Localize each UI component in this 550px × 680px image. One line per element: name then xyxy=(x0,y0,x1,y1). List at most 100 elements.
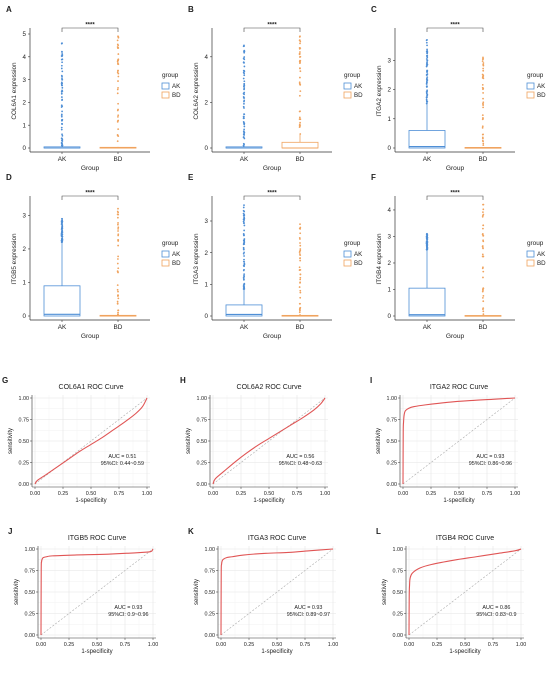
legend-swatch-bd xyxy=(526,91,535,99)
outlier-point xyxy=(426,55,429,58)
outlier-point xyxy=(117,222,119,224)
outlier-point xyxy=(299,90,302,93)
outlier-point xyxy=(299,281,301,284)
x-axis-label: 1-specificity xyxy=(75,498,106,504)
reference-diagonal xyxy=(212,397,326,485)
outlier-point xyxy=(243,282,246,285)
outlier-point xyxy=(481,139,484,142)
significance-label: **** xyxy=(85,191,95,197)
legend: group AK BD xyxy=(526,240,546,267)
outlier-point xyxy=(482,106,485,109)
x-tick-label: 1.00 xyxy=(510,491,521,497)
outlier-point xyxy=(60,106,63,108)
box-ak xyxy=(43,42,81,149)
outlier-point xyxy=(482,92,484,94)
outlier-point xyxy=(425,58,428,60)
outlier-point xyxy=(117,35,119,38)
y-tick-label: 0.75 xyxy=(19,417,30,423)
x-tick-label: AK xyxy=(423,156,432,163)
x-tick-label: BD xyxy=(479,324,488,331)
outlier-point xyxy=(299,242,301,244)
legend-entry: BD xyxy=(354,92,363,99)
outlier-point xyxy=(482,307,485,309)
outlier-point xyxy=(243,143,245,146)
outlier-point xyxy=(117,211,120,214)
panel-letter: A xyxy=(6,5,12,14)
outlier-point xyxy=(481,296,484,299)
reference-diagonal xyxy=(402,397,516,485)
x-tick-label: 1.00 xyxy=(148,642,159,648)
outlier-point xyxy=(425,41,428,44)
outlier-point xyxy=(61,110,63,113)
y-tick-label: 0.25 xyxy=(25,611,36,617)
outlier-point xyxy=(243,107,245,109)
y-tick-label: 4 xyxy=(23,54,27,61)
legend-swatch-ak xyxy=(343,82,352,90)
outlier-point xyxy=(117,297,120,300)
y-tick-label: 0 xyxy=(205,145,209,152)
outlier-point xyxy=(298,237,301,239)
panel-letter: D xyxy=(6,173,12,182)
x-tick-label: 0.25 xyxy=(58,491,69,497)
box-ak xyxy=(225,204,263,317)
outlier-point xyxy=(60,126,63,129)
auc-label: AUC = 0.56 xyxy=(286,454,314,460)
outlier-point xyxy=(243,229,246,232)
box-bd xyxy=(281,35,319,149)
outlier-point xyxy=(243,83,246,86)
x-axis-label: Group xyxy=(446,333,465,340)
outlier-point xyxy=(482,69,485,72)
outlier-point xyxy=(242,57,245,60)
outlier-point xyxy=(242,61,245,64)
x-tick-label: 0.25 xyxy=(426,491,437,497)
outlier-point xyxy=(60,74,63,77)
outlier-point xyxy=(242,233,245,235)
outlier-point xyxy=(117,80,119,82)
panel-letter: G xyxy=(2,376,8,385)
outlier-point xyxy=(425,102,428,105)
outlier-point xyxy=(243,234,245,237)
panel-letter: B xyxy=(188,5,194,14)
y-tick-label: 0.50 xyxy=(19,439,30,445)
outlier-point xyxy=(117,102,119,105)
outlier-point xyxy=(117,271,119,274)
y-tick-label: 0.50 xyxy=(393,590,404,596)
x-tick-label: 0.00 xyxy=(30,491,41,497)
outlier-point xyxy=(243,261,246,263)
outlier-point xyxy=(61,217,63,220)
y-tick-label: 1 xyxy=(23,280,27,287)
outlier-point xyxy=(61,86,64,89)
outlier-point xyxy=(243,102,245,105)
outlier-point xyxy=(116,270,119,273)
outlier-point xyxy=(61,50,63,53)
outlier-point xyxy=(299,40,302,43)
y-axis-label: COL6A1 expression xyxy=(11,62,18,120)
legend-swatch-ak xyxy=(343,250,352,258)
x-axis-label: Group xyxy=(263,165,282,172)
auc-label: AUC = 0.86 xyxy=(482,605,510,611)
outlier-point xyxy=(425,236,428,239)
legend-entry: BD xyxy=(354,260,363,267)
x-axis-label: 1-specificity xyxy=(81,649,112,655)
y-tick-label: 0.75 xyxy=(25,568,36,574)
outlier-point xyxy=(299,121,302,124)
outlier-point xyxy=(116,92,119,95)
outlier-point xyxy=(298,251,301,254)
legend-title: group xyxy=(162,72,179,79)
y-axis-label: COL6A2 expression xyxy=(193,62,200,120)
y-tick-label: 2 xyxy=(23,100,27,107)
outlier-point xyxy=(425,100,428,103)
outlier-point xyxy=(243,273,246,276)
outlier-point xyxy=(60,67,63,70)
outlier-point xyxy=(243,85,245,87)
outlier-point xyxy=(243,72,246,75)
x-tick-label: 0.75 xyxy=(300,642,311,648)
x-tick-label: 0.00 xyxy=(216,642,227,648)
legend-swatch-bd xyxy=(343,91,352,99)
box-bd xyxy=(464,56,502,149)
outlier-point xyxy=(117,244,120,247)
y-tick-label: 1.00 xyxy=(387,396,398,402)
legend-swatch-bd xyxy=(343,259,352,267)
y-tick-label: 1.00 xyxy=(25,547,36,553)
x-axis-label: 1-specificity xyxy=(261,649,292,655)
